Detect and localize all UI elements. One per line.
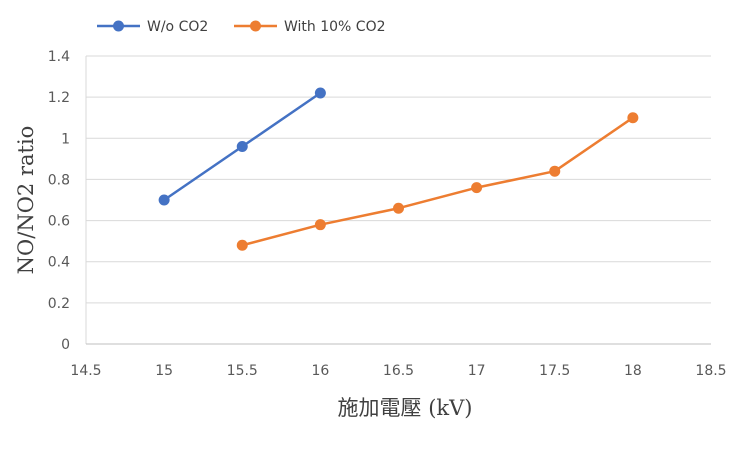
legend-swatch-marker xyxy=(113,20,124,32)
y-tick-label: 0.2 xyxy=(48,296,70,312)
data-point-series-2 xyxy=(627,112,639,124)
y-tick-label: 1 xyxy=(61,131,70,147)
x-tick-label: 17 xyxy=(468,363,486,379)
data-point-series-1 xyxy=(236,141,248,153)
x-tick-labels: 14.5 15 15.5 16 16.5 17 17.5 18 18.5 xyxy=(70,363,726,379)
y-axis-title: NO/NO2 ratio xyxy=(14,126,38,275)
data-point-series-2 xyxy=(236,239,248,251)
legend-entry-2: With 10% CO2 xyxy=(284,19,386,35)
axes xyxy=(85,56,711,345)
data-point-series-1 xyxy=(314,87,326,99)
x-tick-label: 18 xyxy=(624,363,642,379)
y-tick-label: 1.4 xyxy=(48,49,70,65)
y-tick-label: 0.6 xyxy=(48,214,70,230)
x-tick-label: 15.5 xyxy=(227,363,258,379)
data-point-series-1 xyxy=(158,194,170,206)
x-tick-label: 14.5 xyxy=(70,363,101,379)
x-tick-label: 18.5 xyxy=(695,363,726,379)
gridlines xyxy=(86,55,711,304)
legend-entry-1: W/o CO2 xyxy=(147,19,208,35)
x-tick-label: 16 xyxy=(311,363,329,379)
y-tick-labels: 0 0.2 0.4 0.6 0.8 1 1.2 1.4 xyxy=(48,49,70,353)
series-line-2 xyxy=(241,116,634,247)
data-point-series-2 xyxy=(314,219,326,231)
legend-swatch-marker xyxy=(250,20,261,32)
x-tick-label: 16.5 xyxy=(383,363,414,379)
x-tick-label: 15 xyxy=(155,363,173,379)
x-axis-title: 施加電壓 (kV) xyxy=(338,396,473,420)
y-tick-label: 1.2 xyxy=(48,90,70,106)
legend: W/o CO2 With 10% CO2 xyxy=(97,19,386,35)
y-tick-label: 0.4 xyxy=(48,255,70,271)
series xyxy=(158,87,639,251)
data-point-series-2 xyxy=(393,202,404,214)
y-tick-label: 0.8 xyxy=(48,172,70,188)
x-tick-label: 17.5 xyxy=(539,363,570,379)
data-point-series-2 xyxy=(549,165,561,177)
data-point-series-2 xyxy=(471,182,483,194)
y-tick-label: 0 xyxy=(61,337,70,353)
